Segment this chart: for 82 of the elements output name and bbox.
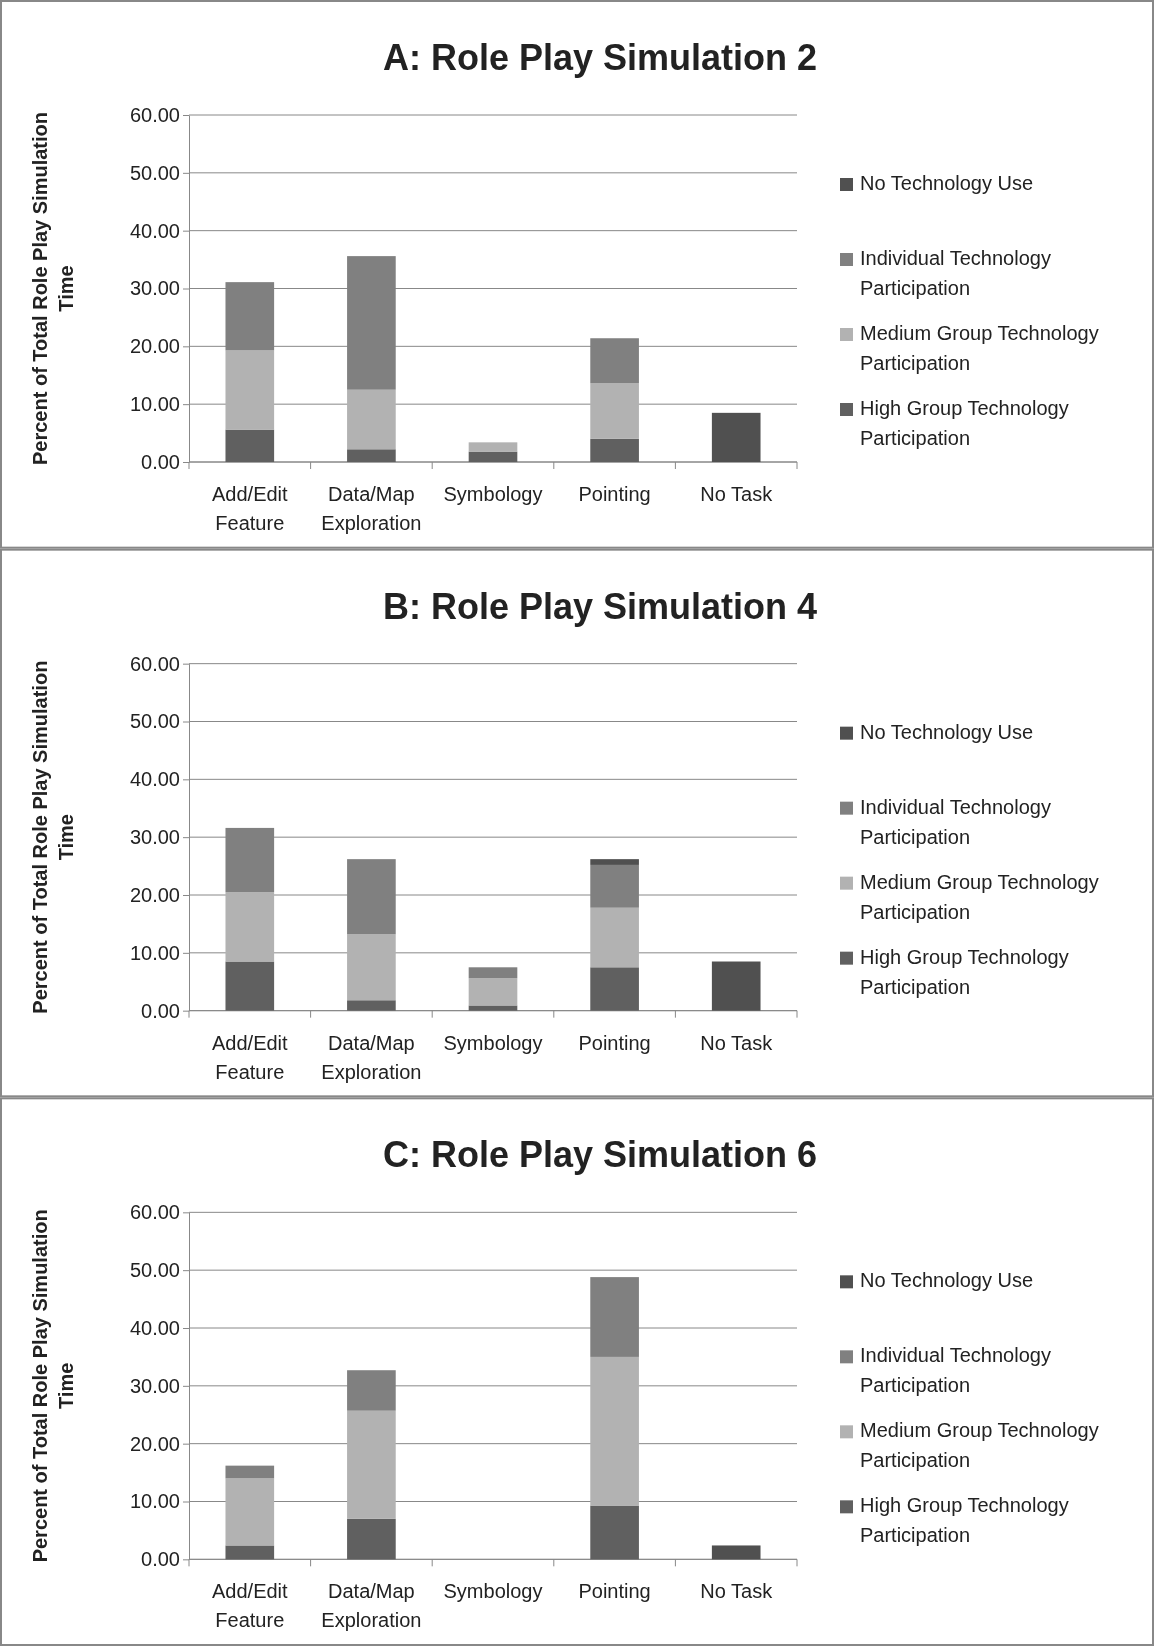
bar — [225, 961, 275, 1011]
bar — [468, 442, 518, 452]
x-tick-label: Symbology — [443, 483, 543, 505]
legend-label: High Group Technology Participation — [860, 1494, 1069, 1547]
bar — [347, 1000, 396, 1011]
y-tick-label: 0.00 — [141, 999, 180, 1022]
y-tick-label: 40.00 — [129, 1316, 180, 1339]
x-tick-label: Data/Map Exploration — [321, 1580, 422, 1632]
x-tick-label: Add/Edit Feature — [212, 1580, 289, 1632]
y-tick-label: 50.00 — [129, 710, 180, 733]
bar — [590, 1505, 639, 1560]
legend-label: No Technology Use — [860, 1269, 1034, 1292]
chart-title: C: Role Play Simulation 6 — [382, 1134, 818, 1176]
bar — [347, 1518, 396, 1560]
bar — [468, 1005, 518, 1011]
legend-label: High Group Technology Participation — [860, 397, 1069, 449]
y-tick-label: 0.00 — [141, 450, 180, 473]
bar — [347, 449, 396, 462]
bar — [225, 1478, 275, 1546]
x-tick-label: Add/Edit Feature — [212, 1031, 289, 1083]
legend-label: Individual Technology Participation — [860, 247, 1051, 299]
x-tick-label: No Task — [700, 1031, 774, 1054]
x-tick-label: Pointing — [578, 1031, 651, 1054]
y-axis-title: Percent of Total Role Play Simulation Time — [29, 111, 77, 466]
y-tick-label: 20.00 — [129, 335, 180, 358]
x-tick-label: Data/Map Exploration — [321, 483, 422, 534]
legend-label: No Technology Use — [860, 720, 1034, 743]
bar — [225, 1465, 275, 1479]
y-tick-label: 10.00 — [129, 393, 180, 416]
y-tick-label: 60.00 — [129, 103, 180, 126]
bar — [590, 967, 639, 1011]
x-tick-label: Data/Map Exploration — [321, 1031, 422, 1083]
bar — [468, 967, 518, 979]
x-tick-label: Symbology — [443, 1580, 543, 1603]
bar — [590, 438, 639, 462]
legend-label: Individual Technology Participation — [860, 795, 1051, 848]
y-tick-label: 30.00 — [129, 1374, 180, 1397]
bar — [590, 859, 639, 865]
y-tick-label: 60.00 — [129, 652, 180, 675]
legend-label: Medium Group Technology Participation — [860, 322, 1099, 374]
x-tick-label: Pointing — [578, 1580, 651, 1603]
y-tick-label: 40.00 — [129, 768, 180, 791]
y-tick-label: 40.00 — [129, 219, 180, 242]
bar — [225, 892, 275, 962]
y-tick-label: 50.00 — [129, 1259, 180, 1282]
y-axis-title: Percent of Total Role Play Simulation Time — [29, 660, 77, 1014]
y-tick-label: 30.00 — [129, 277, 180, 300]
bar — [225, 1545, 275, 1560]
bar — [711, 412, 761, 462]
y-tick-label: 60.00 — [129, 1201, 180, 1224]
y-tick-label: 20.00 — [129, 1432, 180, 1455]
bar — [590, 383, 639, 439]
y-tick-label: 10.00 — [129, 1490, 180, 1513]
bar — [347, 934, 396, 1001]
x-tick-label: Symbology — [443, 1031, 543, 1054]
legend-label: Medium Group Technology Participation — [860, 870, 1099, 923]
bar — [590, 1356, 639, 1506]
bar — [711, 961, 761, 1011]
x-tick-label: No Task — [700, 1580, 774, 1603]
x-tick-label: Pointing — [578, 483, 651, 505]
bar — [468, 451, 518, 462]
y-tick-label: 50.00 — [129, 161, 180, 184]
y-tick-label: 30.00 — [129, 826, 180, 849]
bar — [468, 978, 518, 1006]
bar — [347, 1410, 396, 1519]
x-tick-label: No Task — [700, 483, 774, 505]
y-tick-label: 0.00 — [141, 1548, 180, 1571]
y-tick-label: 10.00 — [129, 941, 180, 964]
bar — [225, 429, 275, 462]
legend-label: High Group Technology Participation — [860, 945, 1069, 998]
x-tick-label: Add/Edit Feature — [212, 483, 289, 534]
bar — [347, 389, 396, 450]
legend-label: No Technology Use — [860, 172, 1034, 194]
bar — [590, 907, 639, 968]
legend-label: Medium Group Technology Participation — [860, 1419, 1099, 1472]
legend-label: Individual Technology Participation — [860, 1344, 1051, 1397]
chart-title: A: Role Play Simulation 2 — [382, 37, 818, 78]
y-axis-title: Percent of Total Role Play Simulation Time — [29, 1209, 77, 1563]
chart-title: B: Role Play Simulation 4 — [382, 585, 818, 627]
bar — [711, 1545, 761, 1560]
y-tick-label: 20.00 — [129, 883, 180, 906]
bar — [225, 350, 275, 430]
